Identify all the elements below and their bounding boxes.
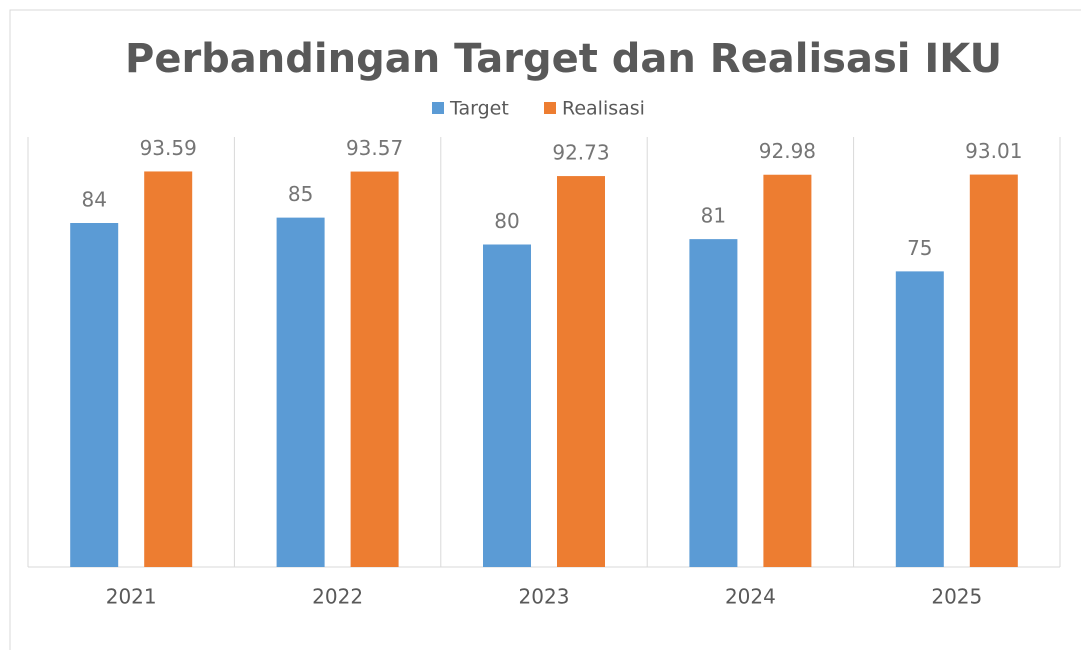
bar [144, 171, 193, 568]
x-tick-label: 2023 [519, 585, 570, 609]
bar [969, 174, 1018, 568]
data-label: 92.98 [759, 139, 816, 163]
bar [483, 244, 531, 567]
legend-swatch [544, 102, 556, 114]
chart-title: Perbandingan Target dan Realisasi IKU [125, 36, 1002, 82]
bar [70, 223, 119, 567]
bar [557, 176, 605, 568]
legend-label: Realisasi [562, 98, 645, 120]
bar [689, 239, 738, 567]
data-label: 81 [701, 204, 726, 228]
bar [276, 217, 325, 567]
data-label: 92.73 [552, 141, 609, 165]
bar [350, 171, 399, 567]
x-tick-label: 2024 [725, 585, 776, 609]
bar [895, 271, 944, 567]
data-label: 93.59 [140, 136, 197, 160]
legend-swatch [432, 102, 444, 114]
data-label: 84 [81, 188, 106, 212]
data-label: 75 [907, 236, 932, 260]
data-label: 80 [494, 209, 519, 233]
x-tick-label: 2025 [931, 585, 982, 609]
bar [763, 174, 812, 568]
data-label: 93.01 [965, 139, 1022, 163]
data-label: 85 [288, 182, 313, 206]
data-label: 93.57 [346, 136, 403, 160]
x-tick-label: 2021 [106, 585, 157, 609]
legend-label: Target [449, 98, 509, 120]
x-tick-label: 2022 [312, 585, 363, 609]
